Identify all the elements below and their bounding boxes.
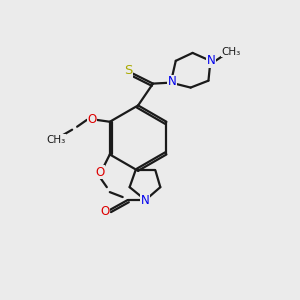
Text: N: N <box>207 54 216 67</box>
Text: O: O <box>87 113 97 126</box>
Text: O: O <box>95 166 104 179</box>
Text: N: N <box>167 75 176 88</box>
Text: O: O <box>100 206 110 218</box>
Text: CH₃: CH₃ <box>47 135 66 145</box>
Text: CH₃: CH₃ <box>222 47 241 57</box>
Text: N: N <box>141 194 150 206</box>
Text: S: S <box>124 64 132 77</box>
